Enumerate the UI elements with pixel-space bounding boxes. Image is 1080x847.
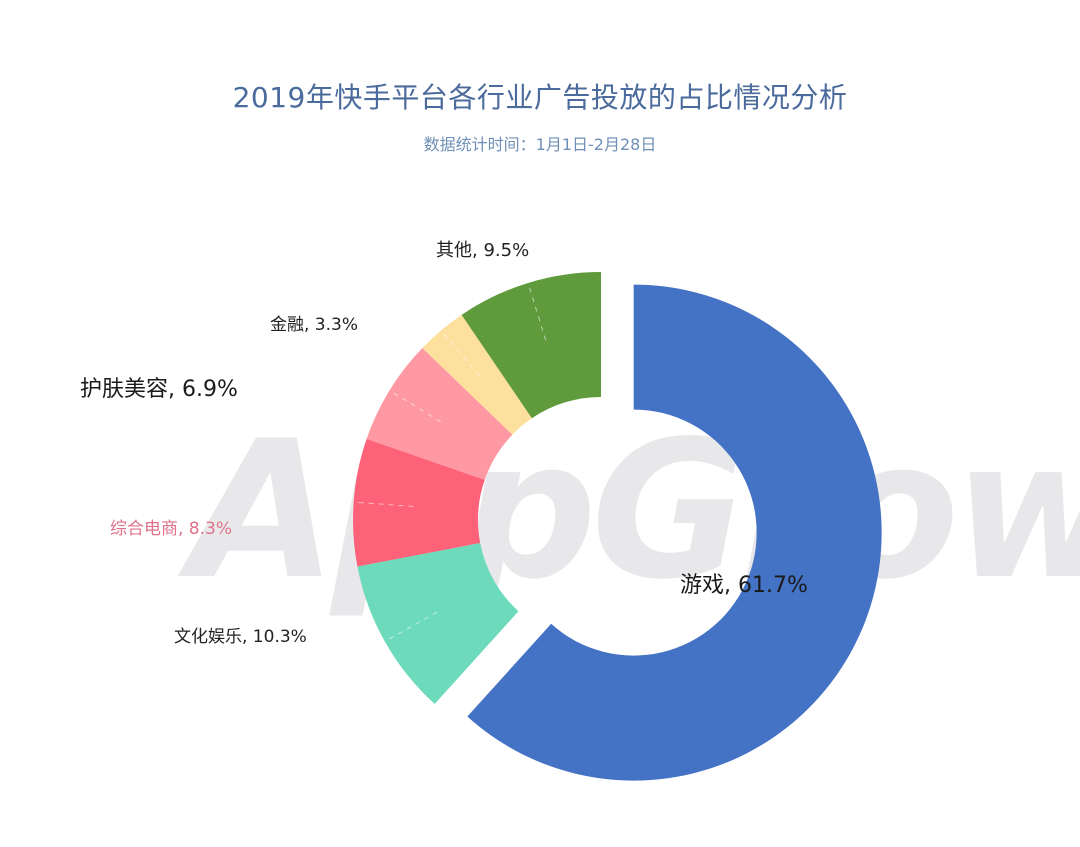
donut-slice [357,543,519,704]
donut-slice [461,272,601,419]
slice-label: 金融, 3.3% [270,315,358,335]
donut-slice [422,314,532,435]
donut-slice [467,284,882,781]
donut-slice [352,438,485,567]
slice-label: 文化娱乐, 10.3% [174,627,307,647]
watermark-text: AppGrowing [190,400,1080,621]
slice-label: 其他, 9.5% [436,240,530,261]
chart-title: 2019年快手平台各行业广告投放的占比情况分析 [232,81,848,114]
slice-label: 综合电商, 8.3% [110,519,232,539]
slice-label: 游戏, 61.7% [680,573,808,598]
slice-label: 护肤美容, 6.9% [80,377,238,402]
chart-subtitle: 数据统计时间：1月1日-2月28日 [423,135,657,154]
donut-slice [366,347,513,480]
